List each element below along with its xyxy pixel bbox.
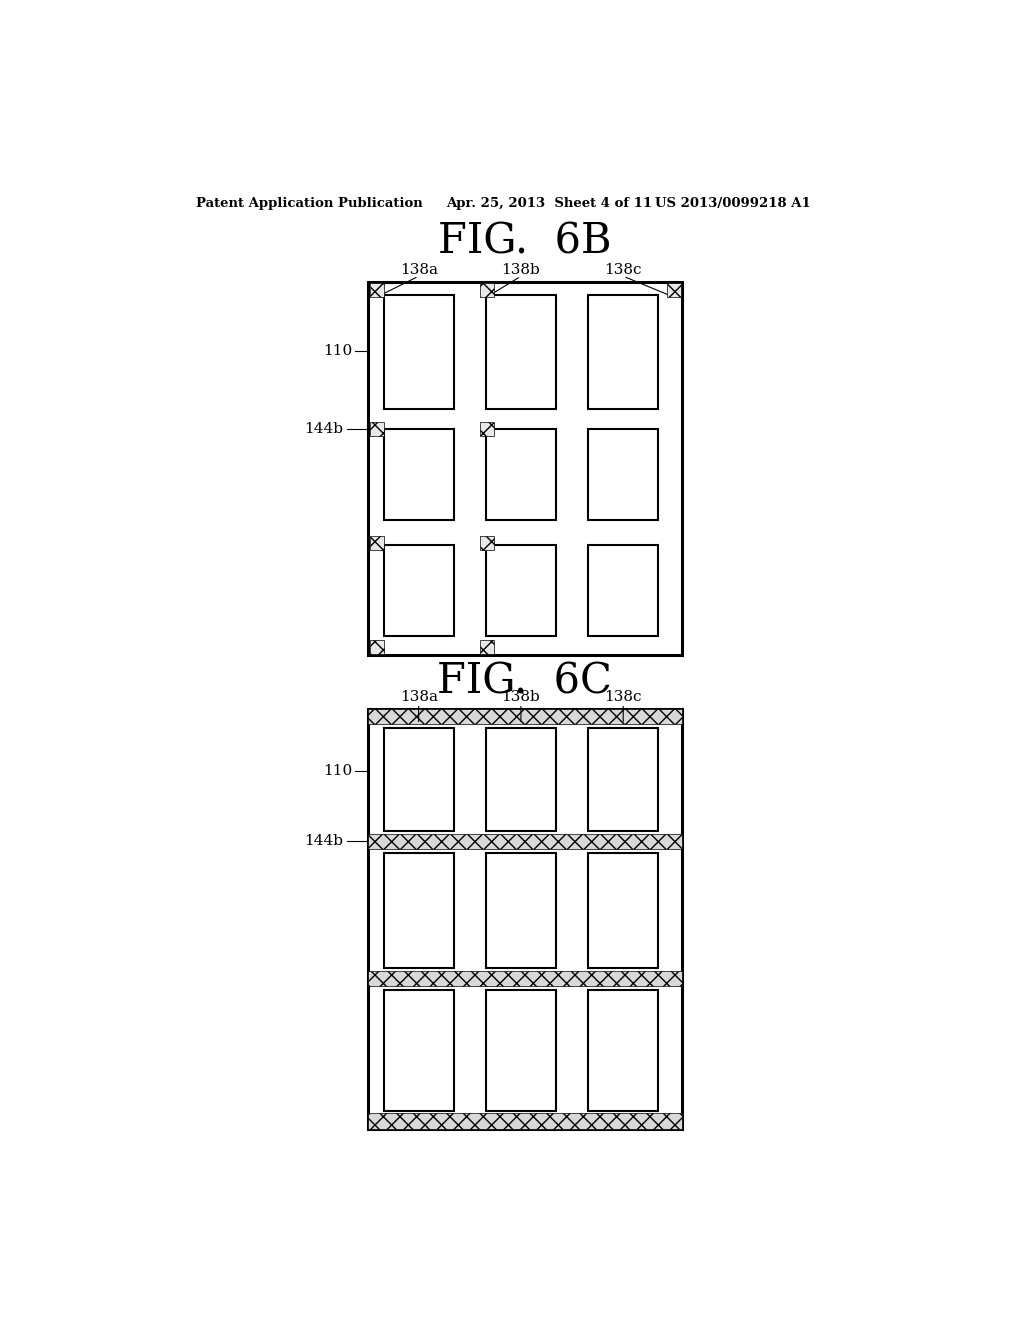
- Bar: [384, 853, 454, 969]
- Bar: [369, 281, 682, 655]
- Bar: [480, 640, 494, 653]
- Bar: [369, 1113, 682, 1129]
- Bar: [589, 545, 658, 636]
- Text: 138c: 138c: [604, 263, 642, 277]
- Bar: [480, 284, 494, 297]
- Text: FIG.  6C: FIG. 6C: [437, 661, 612, 704]
- Text: 144b: 144b: [304, 421, 343, 436]
- Bar: [370, 536, 384, 549]
- Text: 138b: 138b: [502, 263, 541, 277]
- Text: Apr. 25, 2013  Sheet 4 of 11: Apr. 25, 2013 Sheet 4 of 11: [445, 197, 652, 210]
- Text: 138c: 138c: [604, 690, 642, 705]
- Bar: [370, 422, 384, 436]
- Bar: [480, 422, 494, 436]
- Bar: [486, 296, 556, 409]
- Bar: [384, 296, 454, 409]
- Bar: [384, 990, 454, 1111]
- Bar: [384, 545, 454, 636]
- Text: Patent Application Publication: Patent Application Publication: [197, 197, 423, 210]
- Bar: [589, 729, 658, 832]
- Bar: [370, 284, 384, 297]
- Bar: [589, 296, 658, 409]
- Bar: [370, 640, 384, 653]
- Bar: [480, 536, 494, 549]
- Bar: [369, 834, 682, 849]
- Bar: [589, 990, 658, 1111]
- Bar: [384, 429, 454, 520]
- Bar: [369, 709, 682, 1129]
- Text: 138b: 138b: [502, 690, 541, 705]
- Bar: [486, 545, 556, 636]
- Text: 138a: 138a: [399, 263, 437, 277]
- Text: 138a: 138a: [399, 690, 437, 705]
- Bar: [486, 429, 556, 520]
- Text: 144b: 144b: [304, 834, 343, 849]
- Text: FIG.  6B: FIG. 6B: [438, 220, 611, 263]
- Text: US 2013/0099218 A1: US 2013/0099218 A1: [655, 197, 811, 210]
- Text: 110: 110: [324, 763, 352, 777]
- Bar: [384, 729, 454, 832]
- Bar: [589, 429, 658, 520]
- Bar: [486, 990, 556, 1111]
- Bar: [369, 970, 682, 986]
- Bar: [486, 729, 556, 832]
- Bar: [369, 709, 682, 725]
- Bar: [486, 853, 556, 969]
- Bar: [667, 284, 681, 297]
- Text: 110: 110: [324, 345, 352, 358]
- Bar: [589, 853, 658, 969]
